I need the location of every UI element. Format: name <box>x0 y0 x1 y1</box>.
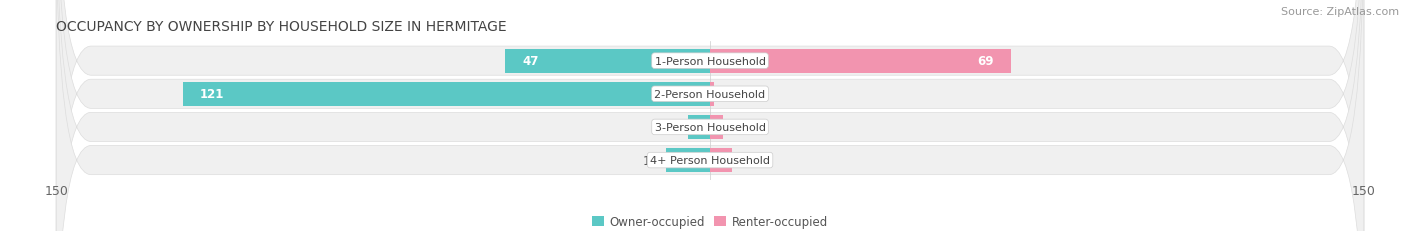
Bar <box>666 149 710 172</box>
Bar <box>505 49 710 73</box>
Bar <box>183 82 710 106</box>
Bar <box>710 116 723 139</box>
Bar <box>710 149 731 172</box>
Text: 5: 5 <box>741 154 748 167</box>
Bar <box>710 49 1011 73</box>
Text: Source: ZipAtlas.com: Source: ZipAtlas.com <box>1281 7 1399 17</box>
Legend: Owner-occupied, Renter-occupied: Owner-occupied, Renter-occupied <box>586 210 834 231</box>
Text: 1-Person Household: 1-Person Household <box>655 56 765 66</box>
Text: 10: 10 <box>643 154 658 167</box>
FancyBboxPatch shape <box>56 0 1364 231</box>
Text: 4+ Person Household: 4+ Person Household <box>650 155 770 165</box>
Bar <box>689 116 710 139</box>
Text: 1: 1 <box>723 88 731 101</box>
FancyBboxPatch shape <box>56 0 1364 231</box>
Text: OCCUPANCY BY OWNERSHIP BY HOUSEHOLD SIZE IN HERMITAGE: OCCUPANCY BY OWNERSHIP BY HOUSEHOLD SIZE… <box>56 20 508 33</box>
Text: 121: 121 <box>200 88 225 101</box>
Text: 3-Person Household: 3-Person Household <box>655 122 765 132</box>
Text: 69: 69 <box>977 55 993 68</box>
Bar <box>710 82 714 106</box>
FancyBboxPatch shape <box>56 0 1364 231</box>
Text: 3: 3 <box>731 121 740 134</box>
FancyBboxPatch shape <box>56 0 1364 231</box>
Text: 5: 5 <box>672 121 679 134</box>
Text: 47: 47 <box>523 55 538 68</box>
Text: 2-Person Household: 2-Person Household <box>654 89 766 99</box>
